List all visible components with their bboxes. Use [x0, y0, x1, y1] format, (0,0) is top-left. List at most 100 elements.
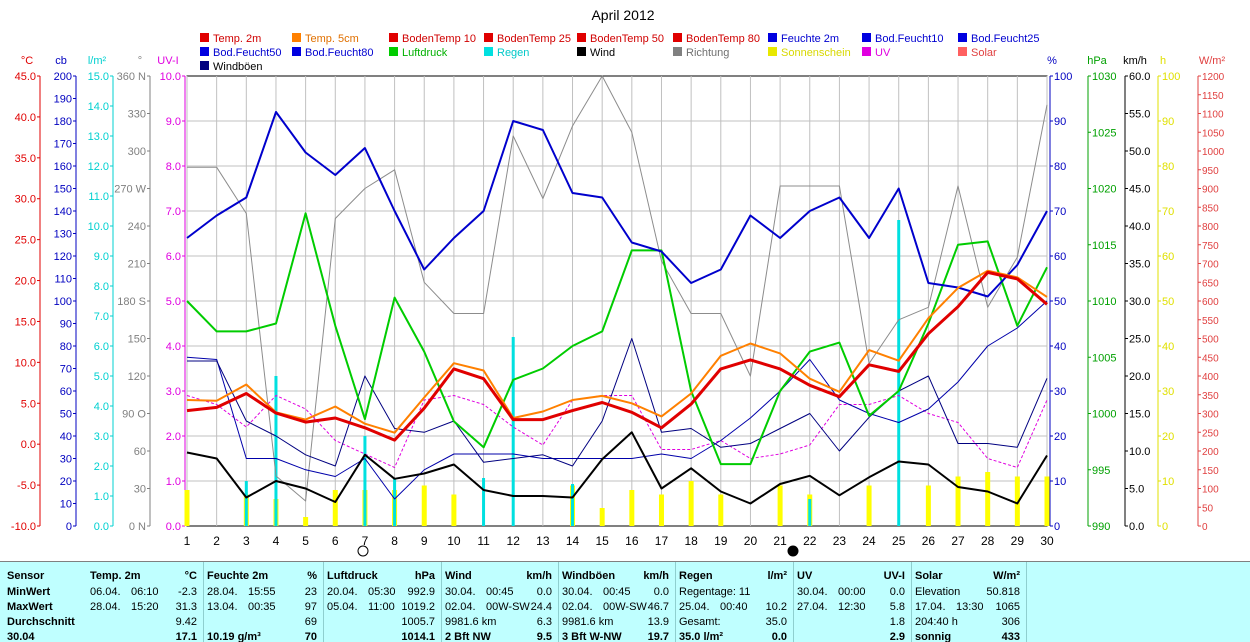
rain-bar [393, 478, 397, 526]
legend-swatch [292, 33, 301, 42]
stats-cell-date: 02.04. [562, 601, 593, 613]
stats-cell-date: 30.04. [562, 586, 593, 598]
stats-cell-date: Gesamt: [679, 616, 721, 628]
legend-label: Bod.Feucht80 [305, 47, 374, 59]
cb-axis-tick-label: 150 [54, 184, 72, 196]
x-tick-label: 12 [507, 534, 521, 548]
stats-block-unit: % [307, 570, 317, 582]
temp-axis-tick-label: 25.0 [15, 235, 36, 247]
stats-cell-value: 10.2 [765, 601, 787, 613]
x-tick-label: 9 [421, 534, 428, 548]
uv-axis-tick-label: 5.0 [166, 296, 181, 308]
stats-cell-date: 13.04. [207, 601, 238, 613]
rain-bar [808, 499, 812, 526]
pressure-axis-tick-label: 995 [1092, 465, 1110, 477]
stats-cell-time: 00:40 [720, 601, 748, 613]
sunshine-bar [421, 485, 427, 526]
temp-axis-tick-label: 40.0 [15, 112, 36, 124]
axis-unit-labels: °C cb l/m² ° UV-I% hPa km/h h W/m² [21, 55, 1226, 67]
solar-axis-tick-label: 50 [1202, 503, 1214, 514]
stats-cell-date: 25.04. [679, 601, 710, 613]
cb-axis-tick-label: 140 [54, 206, 72, 218]
stats-block-unit: °C [184, 570, 197, 582]
x-tick-label: 6 [332, 534, 339, 548]
stats-cell-date: sonnig [915, 631, 952, 642]
x-tick-label: 22 [803, 534, 817, 548]
sun-axis-tick-label: 30 [1162, 386, 1174, 398]
wind-axis-tick-label: 60.0 [1129, 71, 1150, 83]
sunshine-bar [599, 508, 605, 526]
stats-block-unit: l/m² [767, 570, 787, 582]
wind-axis-tick-label: 30.0 [1129, 296, 1150, 308]
x-tick-label: 24 [862, 534, 876, 548]
direction-axis-tick-label: 330 [128, 109, 146, 121]
solar-axis-tick-label: 500 [1202, 335, 1219, 346]
uv-axis-unit: UV-I [157, 55, 178, 67]
x-tick-label: 10 [447, 534, 461, 548]
stats-cell-time: 00:00 [838, 586, 866, 598]
humidity-line [186, 111, 1048, 298]
stats-cell-date: 9981.6 km [562, 616, 614, 628]
full-moon-icon [357, 545, 369, 557]
solar-axis-tick-label: 750 [1202, 241, 1219, 252]
x-axis: 1 2 3 4 5 6 7 8 9 10 11 12 13 14 15 16 17 18 19 20 21 22 23 24 2… [184, 534, 1054, 548]
stats-cell-value: 0.0 [653, 586, 669, 598]
wind-axis-tick-label: 45.0 [1129, 184, 1150, 196]
cb-axis-tick-label: 120 [54, 251, 72, 263]
cb-axis-tick-label: 60 [60, 386, 72, 398]
pressure-line [186, 212, 1048, 466]
legend-swatch [292, 47, 301, 56]
temp-axis-tick-label: 15.0 [15, 316, 36, 328]
wind-axis-tick-label: 0.0 [1129, 521, 1144, 533]
legend-label: Wind [590, 47, 615, 59]
humidity-axis-tick-label: 60 [1054, 251, 1066, 263]
stats-block: Wind km/h 30.04. 00:45 0.0 02.04. 00W-SW 24.4 99… [441, 562, 559, 642]
cb-axis-tick-label: 50 [60, 409, 72, 421]
solar-axis-tick-label: 600 [1202, 297, 1219, 308]
stats-cell-value: 9.5 [536, 631, 552, 642]
stats-cell-date: 10.19 g/m³ [207, 631, 261, 642]
legend-label: Bod.Feucht50 [213, 47, 282, 59]
soil-moisture-10-line [186, 300, 1048, 500]
sunshine-bar [629, 490, 635, 526]
stats-cell-date: 9981.6 km [445, 616, 497, 628]
legend-label: UV [875, 47, 891, 59]
stats-cell-time: 12:30 [838, 601, 866, 613]
stats-cell-value: 69 [304, 616, 317, 628]
stats-cell-time: 00W-SW [603, 601, 647, 613]
legend-label: BodenTemp 10 [402, 33, 476, 45]
stats-cell-value: 6.3 [536, 616, 552, 628]
solar-axis-tick-label: 1100 [1202, 110, 1224, 121]
rain-axis-tick-label: 4.0 [94, 401, 109, 413]
x-tick-label: 15 [595, 534, 609, 548]
x-tick-label: 21 [773, 534, 787, 548]
humidity-axis-tick-label: 40 [1054, 341, 1066, 353]
solar-axis-tick-label: 200 [1202, 447, 1219, 458]
uv-axis-tick-label: 4.0 [166, 341, 181, 353]
new-moon-icon [787, 545, 799, 557]
x-tick-label: 13 [536, 534, 550, 548]
humidity-axis-unit: % [1047, 55, 1057, 67]
stats-cell-time: 06:10 [131, 586, 159, 598]
pressure-axis-unit: hPa [1087, 55, 1107, 67]
legend-swatch [768, 33, 777, 42]
legend-label: BodenTemp 50 [590, 33, 664, 45]
humidity-axis-tick-label: 70 [1054, 206, 1066, 218]
direction-axis-tick-label: 240 [128, 221, 146, 233]
solar-axis-tick-label: 350 [1202, 391, 1219, 402]
sun-axis-tick-label: 50 [1162, 296, 1174, 308]
legend-label: Regen [497, 47, 529, 59]
direction-axis-unit: ° [138, 55, 142, 67]
stats-cell-value: 31.3 [175, 601, 197, 613]
right-edge-strip [1238, 0, 1250, 561]
x-tick-label: 26 [922, 534, 936, 548]
chart-title: April 2012 [591, 7, 654, 23]
direction-axis-tick-label: 150 [128, 334, 146, 346]
stats-cell-time: 00:35 [248, 601, 276, 613]
x-tick-label: 30 [1040, 534, 1054, 548]
stats-cell-value: 23 [304, 586, 317, 598]
sunshine-bar [658, 494, 664, 526]
cb-axis-tick-label: 30 [60, 454, 72, 466]
solar-axis-tick-label: 850 [1202, 203, 1219, 214]
grid [186, 75, 1048, 527]
